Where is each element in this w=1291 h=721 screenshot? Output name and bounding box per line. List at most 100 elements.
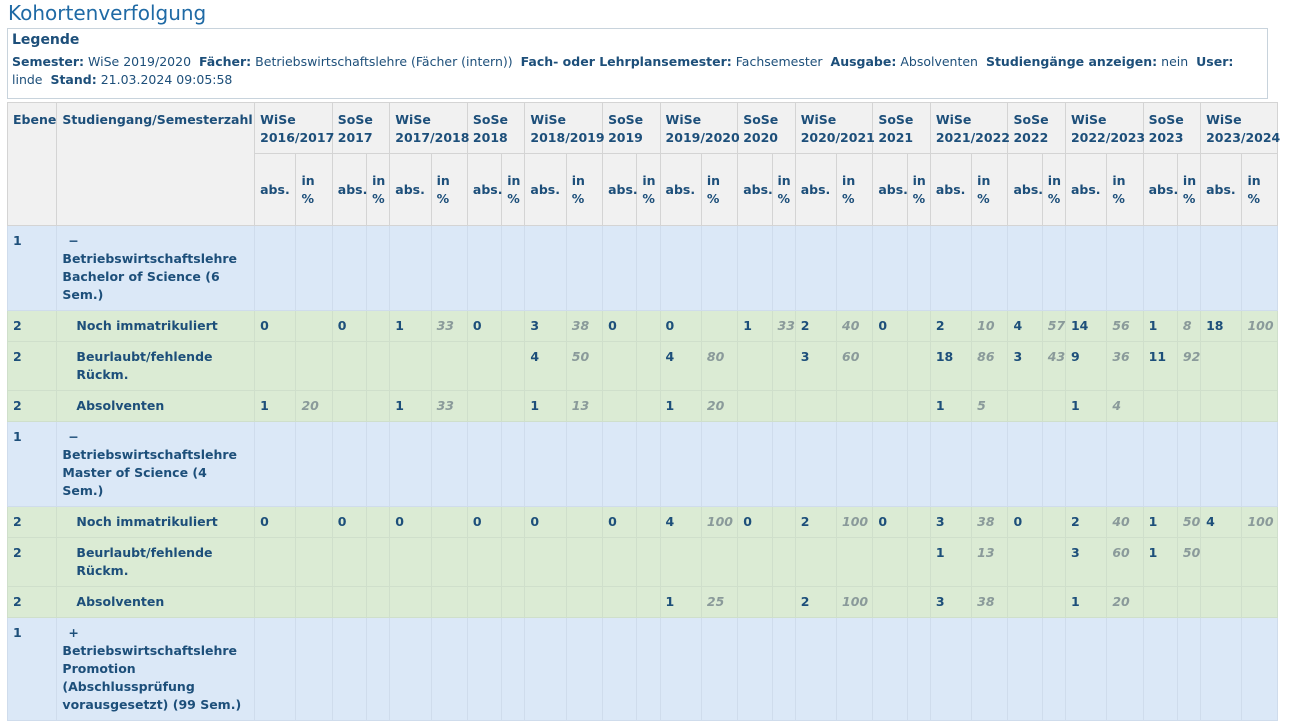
- cell-abs: 0: [737, 506, 773, 538]
- cell-pct: [1241, 421, 1278, 507]
- col-header-semester[interactable]: SoSe 2022: [1007, 102, 1066, 154]
- table-row: 2 Absolventen 1 25 2 100 3 38 1 20: [6, 586, 1278, 618]
- row-name[interactable]: Betriebswirtschaftslehre Promotion (Absc…: [62, 643, 242, 712]
- cell-abs: 1: [389, 310, 432, 342]
- cell-abs: [466, 617, 503, 721]
- legend-semester-value: WiSe 2019/2020: [88, 54, 192, 69]
- col-header-semester[interactable]: WiSe 2020/2021: [794, 102, 875, 154]
- cell-pct: 4: [1106, 390, 1144, 422]
- cell-pct: 92: [1176, 341, 1202, 391]
- legend-heading: Legende: [12, 32, 80, 48]
- col-header-semester[interactable]: SoSe 2018: [466, 102, 526, 154]
- cell-abs: 4: [524, 341, 567, 391]
- col-header-semester[interactable]: WiSe 2016/2017: [254, 102, 334, 154]
- cell-abs: [602, 537, 638, 587]
- col-header-semester[interactable]: WiSe 2019/2020: [659, 102, 740, 154]
- cell-pct: 20: [295, 390, 333, 422]
- cell-abs: 1: [929, 537, 973, 587]
- row-level: 1: [6, 617, 58, 721]
- col-header-pct: in %: [366, 153, 391, 226]
- cell-abs: 4: [659, 341, 702, 391]
- cell-abs: [1142, 617, 1178, 721]
- cell-pct: [1041, 506, 1066, 538]
- cell-pct: 33: [430, 390, 468, 422]
- col-header-pct: in %: [430, 153, 468, 226]
- legend-text: Semester: WiSe 2019/2020 Fächer: Betrieb…: [12, 53, 1263, 89]
- cell-pct: 50: [1176, 506, 1202, 538]
- col-header-semester[interactable]: WiSe 2023/2024: [1200, 102, 1280, 154]
- row-name: Beurlaubt/fehlende Rückm.: [76, 545, 213, 578]
- cell-pct: [700, 310, 739, 342]
- cell-pct: [430, 506, 468, 538]
- collapse-toggle-icon[interactable]: −: [68, 233, 79, 248]
- col-header-semester[interactable]: SoSe 2020: [737, 102, 796, 154]
- cell-abs: 0: [389, 506, 432, 538]
- row-name: Noch immatrikuliert: [76, 514, 218, 529]
- cell-abs: [1142, 225, 1178, 311]
- col-header-studiengang[interactable]: Studiengang/Semesterzahl: [56, 102, 256, 226]
- cell-pct: [501, 586, 526, 618]
- cell-abs: [602, 421, 638, 507]
- row-name[interactable]: Betriebswirtschaftslehre Bachelor of Sci…: [62, 251, 238, 302]
- col-header-semester[interactable]: WiSe 2022/2023: [1064, 102, 1145, 154]
- cell-pct: [906, 506, 931, 538]
- legend-faecher-value: Betriebswirtschaftslehre (Fächer (intern…: [255, 54, 513, 69]
- col-header-semester[interactable]: SoSe 2019: [602, 102, 661, 154]
- cell-abs: [1142, 421, 1178, 507]
- legend-user-label: User:: [1196, 54, 1234, 69]
- col-header-abs: abs.: [659, 153, 702, 226]
- legend-faecher-label: Fächer:: [198, 54, 252, 69]
- cell-pct: [1241, 225, 1278, 311]
- cell-abs: 0: [466, 506, 503, 538]
- cell-abs: [929, 421, 973, 507]
- col-header-pct: in %: [700, 153, 739, 226]
- col-header-semester[interactable]: SoSe 2017: [331, 102, 391, 154]
- expand-toggle-icon[interactable]: +: [68, 625, 79, 640]
- col-header-ebene[interactable]: Ebene: [6, 102, 58, 226]
- col-header-semester[interactable]: WiSe 2017/2018: [389, 102, 469, 154]
- row-name[interactable]: Betriebswirtschaftslehre Master of Scien…: [62, 447, 238, 498]
- cell-abs: 0: [331, 310, 368, 342]
- cell-abs: [737, 421, 773, 507]
- cell-abs: [331, 537, 368, 587]
- cell-pct: [836, 225, 874, 311]
- cell-pct: [700, 421, 739, 507]
- row-level: 2: [6, 506, 58, 538]
- col-header-semester[interactable]: SoSe 2023: [1142, 102, 1202, 154]
- cell-pct: [636, 341, 661, 391]
- col-header-abs: abs.: [389, 153, 432, 226]
- table-row: 1 − Betriebswirtschaftslehre Bachelor of S…: [6, 225, 1278, 311]
- cell-abs: 0: [524, 506, 567, 538]
- cell-abs: [602, 341, 638, 391]
- col-header-semester[interactable]: SoSe 2021: [872, 102, 931, 154]
- cell-pct: 80: [700, 341, 739, 391]
- cell-abs: 4: [1007, 310, 1043, 342]
- col-header-pct: in %: [906, 153, 931, 226]
- cell-pct: 40: [1106, 506, 1144, 538]
- cell-abs: [331, 341, 368, 391]
- cell-abs: 2: [794, 506, 838, 538]
- cell-abs: [602, 390, 638, 422]
- cell-abs: 3: [524, 310, 567, 342]
- collapse-toggle-icon[interactable]: −: [68, 429, 79, 444]
- cell-pct: [771, 225, 796, 311]
- cell-abs: 0: [872, 506, 908, 538]
- cell-pct: [1176, 617, 1202, 721]
- cell-abs: 1: [1142, 506, 1178, 538]
- cell-pct: [906, 225, 931, 311]
- col-header-semester[interactable]: WiSe 2021/2022: [929, 102, 1010, 154]
- row-level: 2: [6, 586, 58, 618]
- cell-pct: [906, 586, 931, 618]
- cell-pct: [295, 586, 333, 618]
- col-header-semester[interactable]: WiSe 2018/2019: [524, 102, 605, 154]
- cell-pct: [1241, 341, 1278, 391]
- cell-pct: [700, 225, 739, 311]
- cell-pct: 8: [1176, 310, 1202, 342]
- cell-abs: 0: [659, 310, 702, 342]
- cell-abs: [602, 225, 638, 311]
- cell-pct: [565, 421, 604, 507]
- cell-pct: [906, 421, 931, 507]
- cell-abs: 1: [929, 390, 973, 422]
- cell-pct: [636, 506, 661, 538]
- table-row: 2 Noch immatrikuliert 0 0 0 0 0 0 4 100 0 2 100 0 3 38 0…: [6, 506, 1278, 538]
